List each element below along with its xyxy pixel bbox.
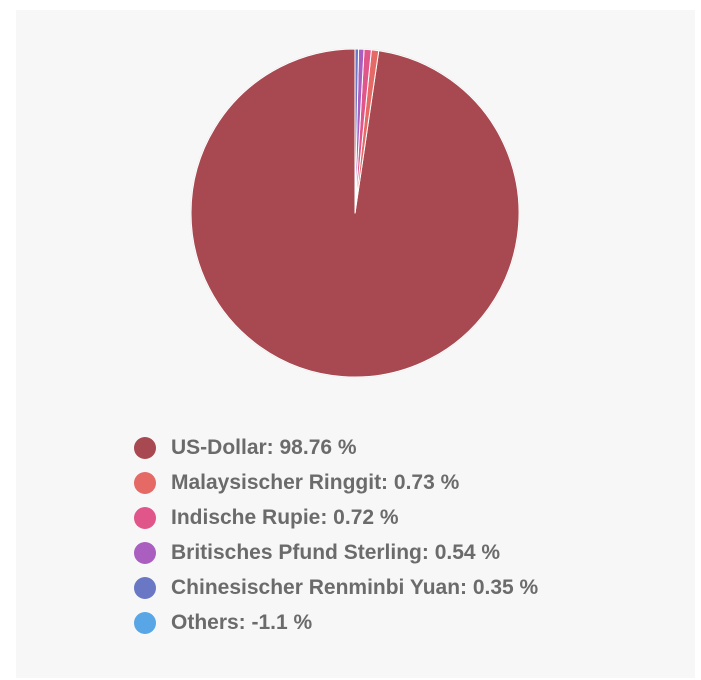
legend-label: Britisches Pfund Sterling: 0.54 % xyxy=(171,540,501,564)
legend-item[interactable]: Malaysischer Ringgit: 0.73 % xyxy=(134,465,538,500)
legend-item[interactable]: Indische Rupie: 0.72 % xyxy=(134,500,538,535)
legend-item[interactable]: Chinesischer Renminbi Yuan: 0.35 % xyxy=(134,570,538,605)
pie-chart xyxy=(190,48,520,378)
legend-swatch xyxy=(134,471,156,494)
legend-swatch xyxy=(134,436,156,459)
legend-label: US-Dollar: 98.76 % xyxy=(171,435,357,459)
pie-slice-chinesischer-renminbi-yuan[interactable] xyxy=(354,48,360,214)
legend-label: Chinesischer Renminbi Yuan: 0.35 % xyxy=(171,575,539,599)
legend-swatch xyxy=(134,611,156,634)
legend-swatch xyxy=(134,506,156,529)
legend-swatch xyxy=(134,576,156,599)
legend: US-Dollar: 98.76 % Malaysischer Ringgit:… xyxy=(134,430,538,640)
legend-label: Malaysischer Ringgit: 0.73 % xyxy=(171,470,460,494)
legend-item[interactable]: Others: -1.1 % xyxy=(134,605,538,640)
legend-label: Others: -1.1 % xyxy=(171,610,313,634)
chart-panel: US-Dollar: 98.76 % Malaysischer Ringgit:… xyxy=(16,10,695,678)
legend-item[interactable]: US-Dollar: 98.76 % xyxy=(134,430,538,465)
legend-item[interactable]: Britisches Pfund Sterling: 0.54 % xyxy=(134,535,538,570)
legend-swatch xyxy=(134,541,156,564)
legend-label: Indische Rupie: 0.72 % xyxy=(171,505,399,529)
